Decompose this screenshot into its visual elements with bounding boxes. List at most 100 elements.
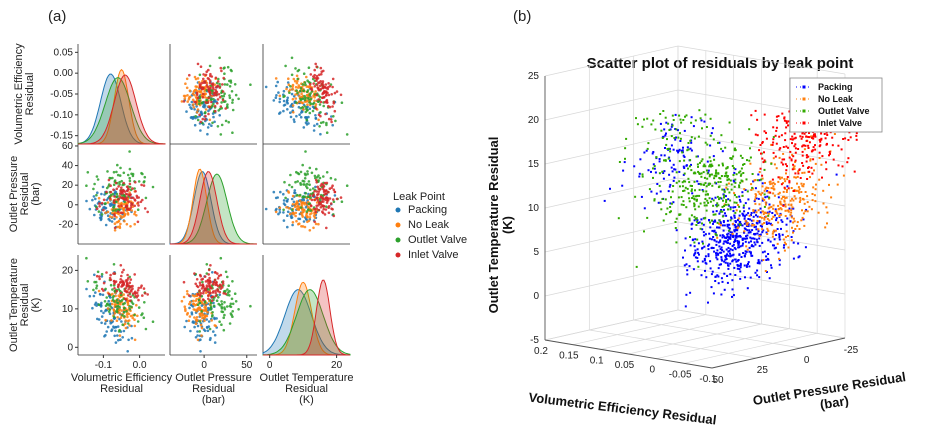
point-no-leak [777,180,780,183]
point-outlet-valve [658,184,661,187]
point-inlet-valve [780,134,783,137]
point-packing [683,156,686,158]
point-inlet-valve [785,121,788,124]
point-no-leak [772,204,775,207]
point-outlet-valve [725,171,728,174]
point-outlet-valve [128,150,131,153]
point-inlet-valve [188,73,191,77]
point-outlet-valve [693,198,696,201]
point-no-leak [285,87,288,91]
point-outlet-valve [307,180,311,183]
point-packing [759,207,762,210]
point-inlet-valve [196,62,200,66]
point-outlet-valve [299,206,303,209]
point-no-leak [317,118,320,122]
point-packing [765,221,768,224]
x-tick-label: 0 [267,360,273,371]
point-packing [721,150,724,153]
point-outlet-valve [299,106,303,110]
point-inlet-valve [774,155,777,158]
point-no-leak [126,315,129,319]
point-packing [777,251,780,254]
point-outlet-valve [303,81,307,84]
point-outlet-valve [121,323,124,327]
point-packing [724,256,727,259]
point-packing [743,264,746,267]
point-inlet-valve [319,206,323,209]
point-packing [319,132,322,136]
point-outlet-valve [705,190,708,193]
point-outlet-valve [735,196,738,199]
point-packing [737,219,740,222]
point-inlet-valve [811,136,813,139]
point-inlet-valve [837,164,840,167]
point-packing [732,206,735,209]
point-outlet-valve [704,113,707,116]
point-inlet-valve [136,289,140,292]
point-outlet-valve [229,302,233,306]
point-packing [733,224,736,227]
point-inlet-valve [134,292,137,295]
point-inlet-valve [210,299,214,303]
point-outlet-valve [143,180,146,183]
point-packing [774,208,777,211]
point-inlet-valve [326,196,329,200]
point-inlet-valve [119,192,122,195]
point-inlet-valve [224,292,227,296]
point-outlet-valve [218,303,222,307]
point-no-leak [792,221,795,224]
point-no-leak [761,185,764,188]
point-no-leak [307,219,311,223]
point-outlet-valve [226,103,229,106]
point-outlet-valve [100,213,104,216]
point-packing [722,208,725,211]
y-axis-label: (bar) [30,182,42,205]
point-packing [746,237,749,240]
point-outlet-valve [329,176,333,180]
point-outlet-valve [674,227,677,229]
point-no-leak [773,188,776,191]
point-packing [755,225,757,228]
point-inlet-valve [765,131,767,134]
point-inlet-valve [115,289,119,293]
point-packing [690,116,693,119]
point-outlet-valve [721,188,724,191]
point-outlet-valve [92,288,95,292]
point-outlet-valve [682,119,685,121]
point-outlet-valve [748,128,751,131]
point-packing [734,220,737,222]
point-outlet-valve [311,102,315,106]
point-inlet-valve [100,287,104,291]
point-outlet-valve [713,177,716,180]
grid-line [600,318,734,350]
point-packing [183,325,186,329]
point-outlet-valve [231,280,234,283]
point-no-leak [785,196,788,199]
point-no-leak [191,299,195,303]
point-outlet-valve [688,181,691,184]
point-outlet-valve [684,115,686,118]
point-outlet-valve [714,181,717,184]
point-no-leak [772,207,775,210]
point-outlet-valve [219,256,223,260]
point-inlet-valve [807,136,810,138]
point-outlet-valve [710,163,713,166]
point-inlet-valve [805,139,808,142]
point-no-leak [765,215,768,218]
point-no-leak [750,183,753,186]
point-inlet-valve [199,292,203,295]
point-packing [718,226,721,229]
point-no-leak [288,212,292,216]
point-packing [690,227,693,230]
point-packing [721,224,724,227]
point-no-leak [302,108,305,111]
point-outlet-valve [228,94,231,97]
point-packing [672,201,675,204]
point-no-leak [204,96,207,99]
point-packing [753,241,756,244]
point-no-leak [115,221,119,224]
point-inlet-valve [321,81,324,85]
point-inlet-valve [772,151,775,154]
point-no-leak [106,210,110,214]
point-inlet-valve [316,199,320,202]
